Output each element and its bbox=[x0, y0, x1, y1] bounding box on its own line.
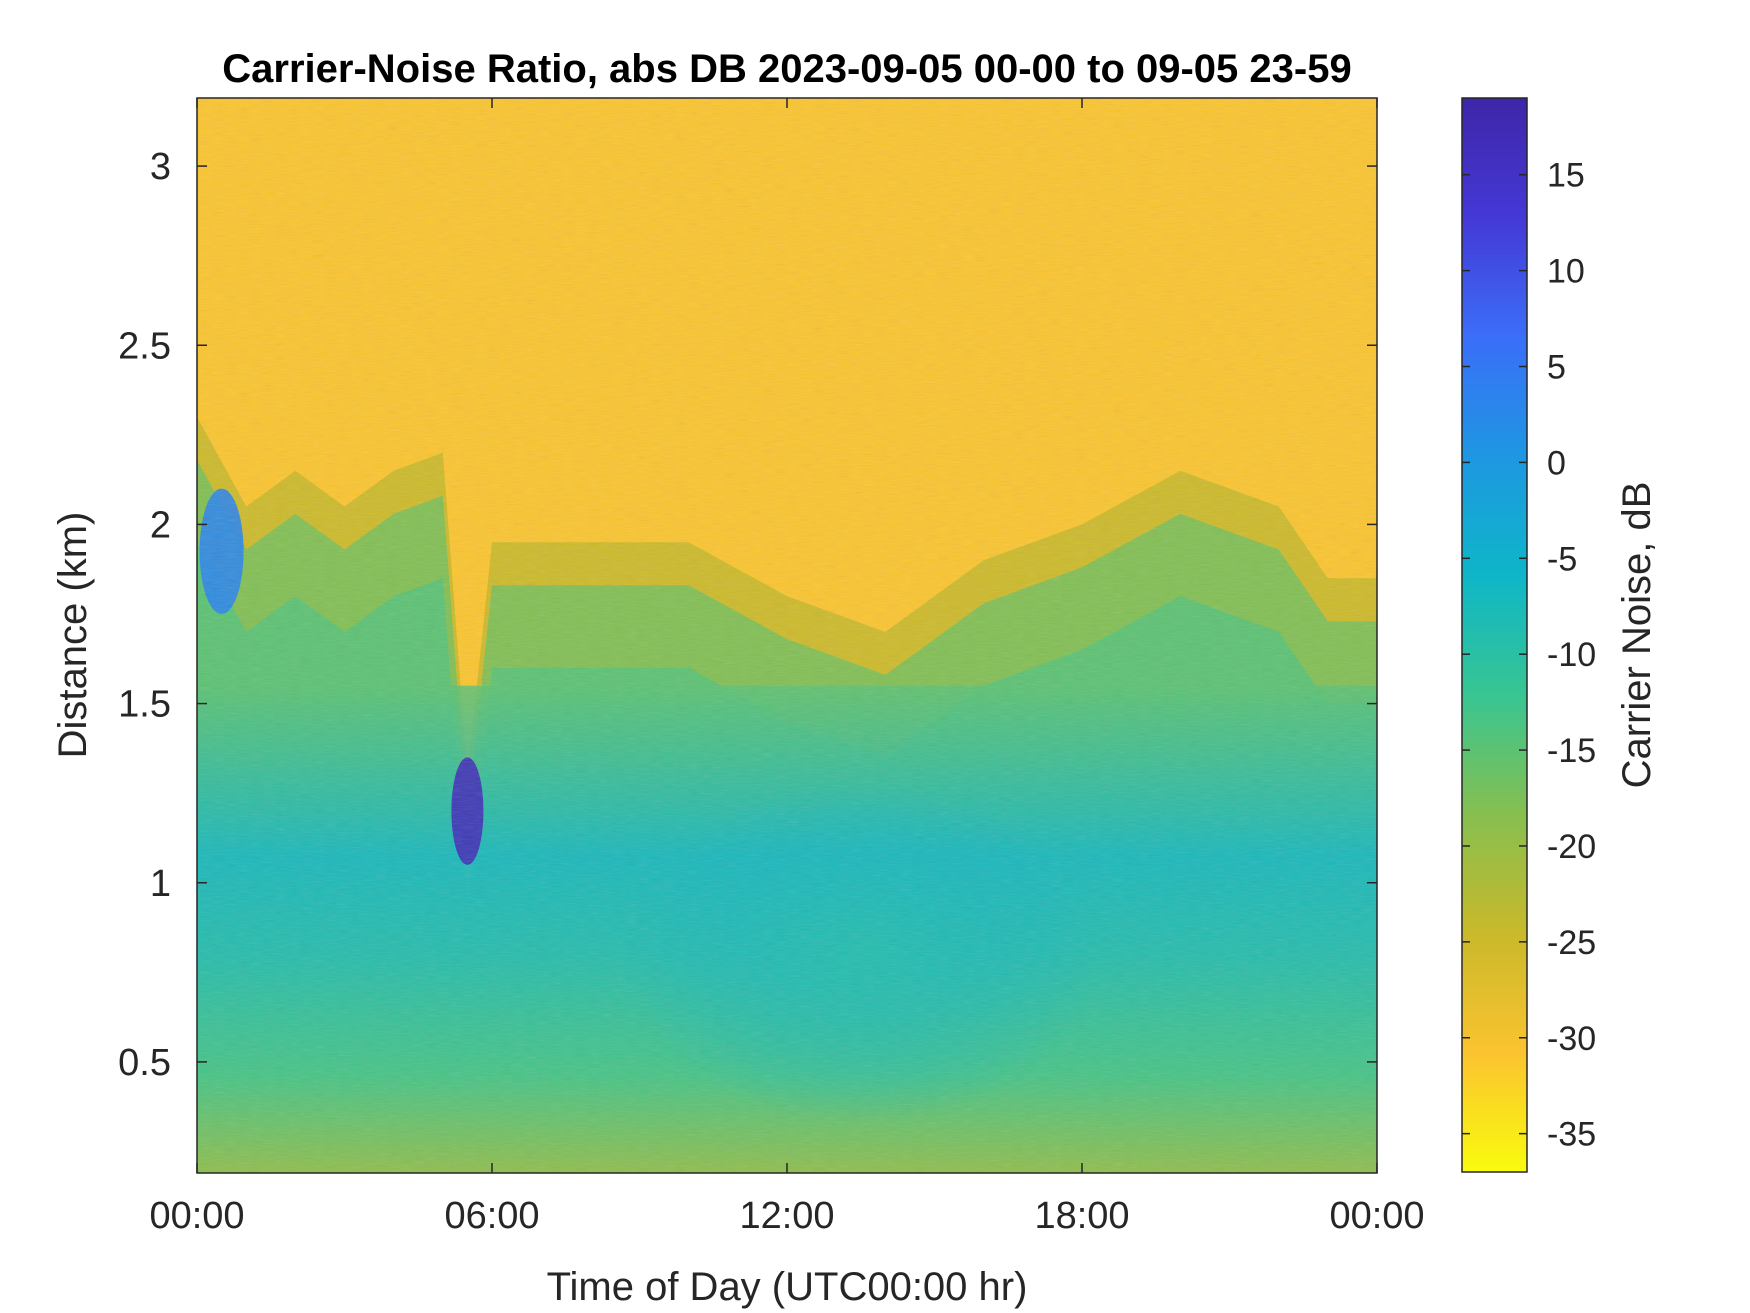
colorbar-tick-label: -5 bbox=[1547, 540, 1577, 578]
chart-title: Carrier-Noise Ratio, abs DB 2023-09-05 0… bbox=[222, 47, 1351, 91]
colorbar-tick-label: 10 bbox=[1547, 253, 1585, 291]
colorbar: 15 10 5 0 -5 -10 -15 -20 -25 -30 -35 bbox=[1461, 97, 1596, 1173]
noise-texture bbox=[197, 98, 1377, 1173]
heatmap-layer bbox=[197, 98, 1377, 1173]
colorbar-ticks: 15 10 5 0 -5 -10 -15 -20 -25 -30 -35 bbox=[1462, 157, 1596, 1154]
colorbar-tick-label: 5 bbox=[1547, 349, 1566, 387]
colorbar-tick-label: -10 bbox=[1547, 636, 1596, 674]
colorbar-tick-label: -20 bbox=[1547, 828, 1596, 866]
x-tick-label: 00:00 bbox=[1329, 1195, 1424, 1237]
y-axis: 0.5 1 1.5 2 2.5 3 bbox=[118, 146, 1377, 1084]
plot-area: 00:00 06:00 12:00 18:00 00:00 0.5 1 1.5 2 2.5 3 bbox=[118, 97, 1425, 1237]
y-tick-label: 2 bbox=[150, 504, 171, 546]
y-tick-label: 3 bbox=[150, 146, 171, 188]
x-tick-label: 18:00 bbox=[1034, 1195, 1129, 1237]
colorbar-scale bbox=[1461, 97, 1528, 1173]
x-tick-label: 06:00 bbox=[444, 1195, 539, 1237]
colorbar-tick-label: 15 bbox=[1547, 157, 1585, 195]
colorbar-label: Carrier Noise, dB bbox=[1615, 482, 1659, 789]
x-axis-label: Time of Day (UTC00:00 hr) bbox=[547, 1265, 1028, 1309]
y-tick-label: 2.5 bbox=[118, 325, 171, 367]
y-tick-label: 1 bbox=[150, 863, 171, 905]
colorbar-tick-label: -30 bbox=[1547, 1020, 1596, 1058]
colorbar-tick-label: -25 bbox=[1547, 924, 1596, 962]
y-tick-label: 0.5 bbox=[118, 1042, 171, 1084]
colorbar-tick-label: -35 bbox=[1547, 1116, 1596, 1154]
colorbar-tick-label: -15 bbox=[1547, 732, 1596, 770]
x-axis: 00:00 06:00 12:00 18:00 00:00 bbox=[149, 98, 1425, 1237]
colorbar-tick-label: 0 bbox=[1547, 444, 1566, 482]
y-axis-label: Distance (km) bbox=[51, 512, 95, 759]
x-tick-label: 00:00 bbox=[149, 1195, 244, 1237]
y-tick-label: 1.5 bbox=[118, 684, 171, 726]
x-tick-label: 12:00 bbox=[739, 1195, 834, 1237]
